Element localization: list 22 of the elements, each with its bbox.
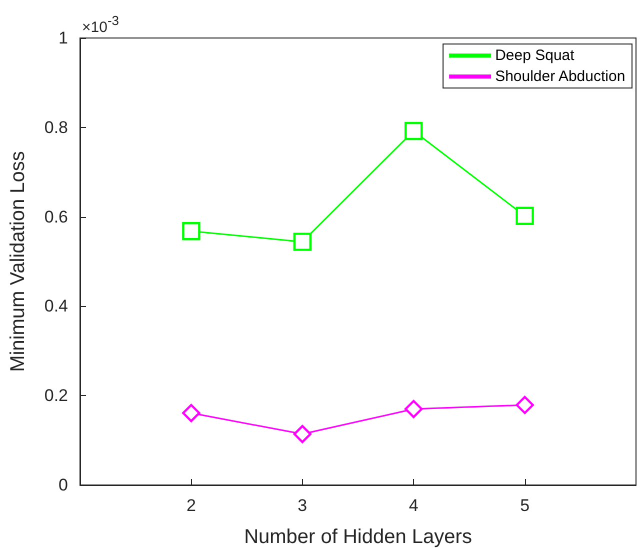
y-tick-label: 0 [58, 476, 68, 494]
legend-label: Deep Squat [495, 47, 576, 64]
point [182, 404, 200, 422]
y-tick-label: 0.2 [44, 386, 68, 406]
y-tick-label: 0.8 [44, 118, 68, 137]
legend-label: Shoulder Abduction [495, 68, 626, 85]
y-tick-label: 1 [58, 28, 68, 48]
y-tick-label: 0.4 [44, 296, 68, 316]
point [293, 232, 312, 251]
point [516, 206, 534, 226]
point [182, 222, 200, 240]
x-axis-title: Number of Hidden Layers [244, 526, 472, 548]
x-tick-label: 4 [408, 496, 418, 515]
y-axis-title: Minimum Validation Loss [7, 151, 29, 372]
x-tick-label: 2 [186, 496, 196, 515]
x-tick-label: 3 [298, 496, 308, 515]
point [404, 122, 423, 140]
point [516, 396, 534, 414]
point [404, 400, 423, 418]
y-tick-label: 0.6 [44, 207, 68, 226]
x-tick-label: 5 [520, 496, 530, 515]
point [293, 424, 312, 444]
